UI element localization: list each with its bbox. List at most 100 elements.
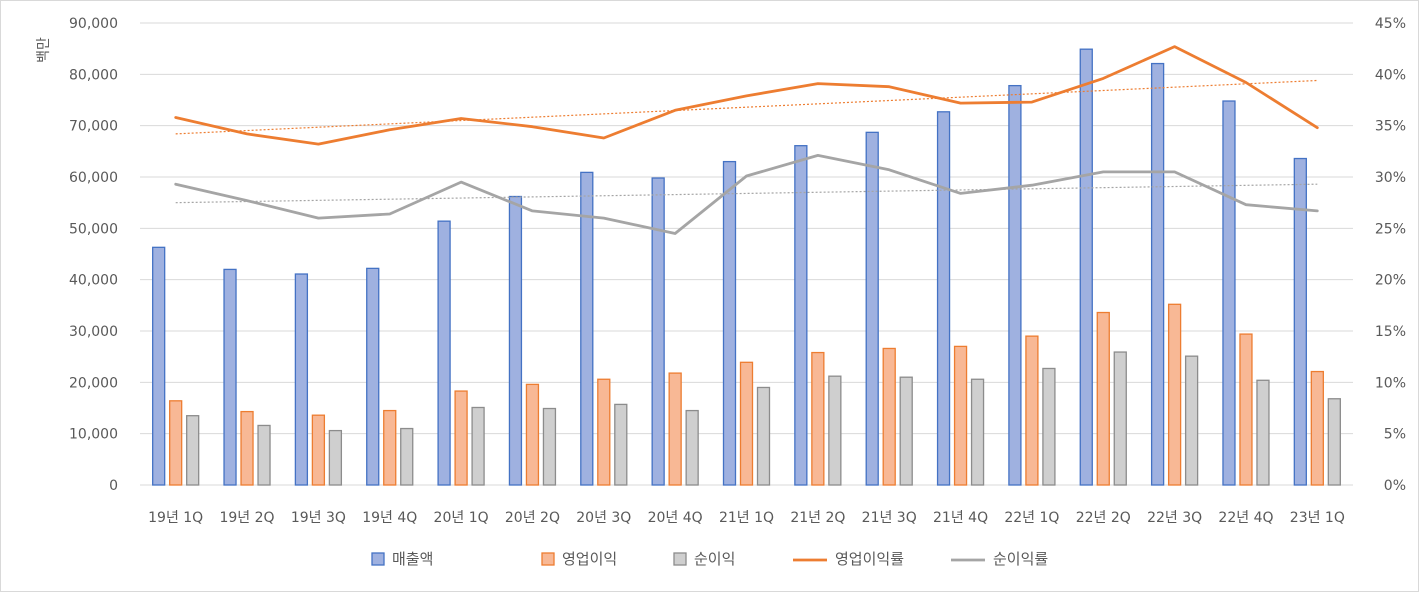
bar-매출액-23년-1Q [1293,157,1307,486]
trendline-순이익률 [175,183,1318,204]
x-tick-20년-2Q: 20년 2Q [505,510,560,526]
bar-순이익-22년-4Q [1256,379,1270,486]
x-tick-22년-3Q: 22년 3Q [1147,510,1202,526]
bar-매출액-20년-1Q [437,220,451,486]
bar-순이익-22년-1Q [1042,367,1056,486]
bar-매출액-20년-2Q [508,195,523,486]
bar-매출액-21년-4Q [936,111,951,486]
x-tick-20년-3Q: 20년 3Q [576,510,631,526]
bar-순이익-20년-3Q [614,403,628,486]
x-tick-22년-4Q: 22년 4Q [1218,510,1273,526]
legend-label-매출액: 매출액 [392,550,433,568]
bar-매출액-19년-2Q [223,268,237,486]
y-axis-label: 백만 [36,37,52,63]
bar-순이익-19년-2Q [257,424,271,486]
y-right-tick-3: 15% [1375,324,1406,340]
bar-순이익-21년-3Q [899,376,913,486]
bar-영업이익-19년-4Q [383,409,397,486]
legend-swatch-매출액 [371,552,385,566]
bar-매출액-21년-2Q [794,145,808,486]
bar-순이익-20년-1Q [471,406,485,486]
x-tick-19년-3Q: 19년 3Q [291,510,346,526]
bar-순이익-22년-2Q [1113,351,1127,486]
bar-매출액-21년-1Q [722,160,737,486]
bar-순이익-20년-2Q [542,407,557,486]
bar-매출액-19년-4Q [366,267,380,486]
bar-순이익-21년-1Q [756,386,771,486]
legend-swatch-영업이익 [541,552,555,566]
y-right-tick-8: 40% [1375,67,1406,83]
bar-매출액-22년-4Q [1222,100,1236,486]
x-tick-23년-1Q: 23년 1Q [1290,510,1345,526]
y-left-tick-7: 70,000 [69,119,118,135]
y-left-tick-1: 10,000 [69,427,118,443]
bar-영업이익-22년-4Q [1239,333,1253,486]
legend-label-영업이익률: 영업이익률 [835,550,904,568]
legend-label-순이익률: 순이익률 [993,550,1048,568]
legend-swatch-순이익 [673,552,687,566]
bar-순이익-23년-1Q [1327,398,1341,486]
bar-순이익-19년-4Q [400,427,414,486]
bar-영업이익-21년-3Q [882,347,896,486]
y-left-tick-0: 0 [109,478,118,494]
y-left-tick-2: 20,000 [69,375,118,391]
bar-매출액-20년-3Q [580,171,594,486]
bar-영업이익-19년-1Q [169,400,183,486]
y-left-tick-4: 40,000 [69,273,118,289]
bar-영업이익-20년-4Q [668,372,682,486]
x-tick-19년-2Q: 19년 2Q [219,510,274,526]
y-right-tick-1: 5% [1384,427,1406,443]
bar-순이익-21년-4Q [970,378,985,486]
x-tick-20년-1Q: 20년 1Q [434,510,489,526]
bar-매출액-20년-4Q [651,177,665,486]
trendline-영업이익률 [175,79,1318,135]
y-left-tick-9: 90,000 [69,16,118,32]
line-순이익률 [174,153,1319,235]
y-right-tick-7: 35% [1375,119,1406,135]
x-tick-20년-4Q: 20년 4Q [648,510,703,526]
bar-매출액-22년-1Q [1008,84,1022,486]
bar-영업이익-20년-1Q [454,390,468,486]
legend-label-영업이익: 영업이익 [562,550,617,568]
line-영업이익률 [174,45,1319,146]
bar-영업이익-20년-3Q [597,378,611,486]
bar-영업이익-21년-4Q [953,345,968,486]
x-tick-19년-4Q: 19년 4Q [362,510,417,526]
x-tick-21년-3Q: 21년 3Q [862,510,917,526]
x-tick-22년-1Q: 22년 1Q [1004,510,1059,526]
bar-영업이익-21년-2Q [811,351,825,486]
y-right-tick-4: 20% [1375,273,1406,289]
bar-매출액-22년-3Q [1150,62,1165,486]
bar-매출액-19년-3Q [294,273,309,486]
bar-매출액-19년-1Q [152,246,166,486]
legend-label-순이익: 순이익 [694,550,735,568]
y-left-tick-8: 80,000 [69,67,118,83]
bar-매출액-22년-2Q [1079,48,1093,486]
bar-매출액-21년-3Q [865,131,879,486]
bar-순이익-20년-4Q [685,409,699,486]
x-tick-21년-1Q: 21년 1Q [719,510,774,526]
y-right-tick-2: 10% [1375,375,1406,391]
bar-영업이익-20년-2Q [525,383,540,486]
y-left-tick-6: 60,000 [69,170,118,186]
bar-영업이익-23년-1Q [1310,370,1324,486]
x-tick-22년-2Q: 22년 2Q [1076,510,1131,526]
y-right-tick-5: 25% [1375,221,1406,237]
y-right-tick-0: 0% [1384,478,1406,494]
bar-순이익-19년-3Q [328,429,343,486]
x-tick-21년-2Q: 21년 2Q [790,510,845,526]
bar-영업이익-22년-3Q [1167,303,1182,486]
bar-순이익-19년-1Q [186,415,200,486]
bar-순이익-21년-2Q [828,375,842,486]
x-tick-19년-1Q: 19년 1Q [148,510,203,526]
bar-영업이익-21년-1Q [739,361,754,486]
bar-영업이익-22년-1Q [1025,335,1039,486]
bar-순이익-22년-3Q [1184,355,1199,486]
y-left-tick-5: 50,000 [69,221,118,237]
y-right-tick-6: 30% [1375,170,1406,186]
bar-영업이익-22년-2Q [1096,311,1110,486]
y-left-tick-3: 30,000 [69,324,118,340]
x-tick-21년-4Q: 21년 4Q [933,510,988,526]
bar-영업이익-19년-3Q [311,414,326,486]
